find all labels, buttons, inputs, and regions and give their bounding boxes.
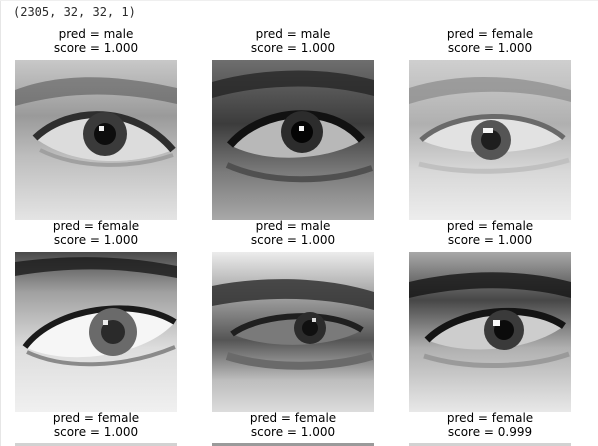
output-top-border <box>0 0 598 1</box>
prediction-label: pred = male <box>255 219 331 233</box>
output-left-border <box>0 0 1 446</box>
result-cell: pred = female score = 1.000 <box>212 411 374 439</box>
result-cell: pred = female score = 1.000 <box>15 219 177 247</box>
eye-image-cropped <box>15 443 177 446</box>
score-label: score = 1.000 <box>447 233 533 247</box>
eye-image <box>409 60 571 220</box>
score-label: score = 1.000 <box>250 425 336 439</box>
score-label: score = 1.000 <box>53 41 139 55</box>
result-cell: pred = male score = 1.000 <box>15 27 177 55</box>
score-label: score = 0.999 <box>447 425 533 439</box>
score-label: score = 1.000 <box>447 41 533 55</box>
array-shape-text: (2305, 32, 32, 1) <box>13 5 136 19</box>
eye-image-cropped <box>212 443 374 446</box>
eye-image <box>15 60 177 220</box>
result-cell: pred = male score = 1.000 <box>212 27 374 55</box>
score-label: score = 1.000 <box>250 233 336 247</box>
score-label: score = 1.000 <box>250 41 336 55</box>
result-cell: pred = female score = 1.000 <box>15 411 177 439</box>
result-cell: pred = female score = 1.000 <box>409 219 571 247</box>
prediction-label: pred = female <box>446 27 534 41</box>
prediction-label: pred = female <box>446 219 534 233</box>
score-label: score = 1.000 <box>53 233 139 247</box>
eye-image <box>409 252 571 412</box>
eye-image-cropped <box>409 443 571 446</box>
prediction-label: pred = male <box>255 27 331 41</box>
score-label: score = 1.000 <box>53 425 139 439</box>
eye-image <box>212 60 374 220</box>
prediction-label: pred = female <box>249 411 337 425</box>
eye-image <box>15 252 177 412</box>
eye-image <box>212 252 374 412</box>
prediction-label: pred = male <box>58 27 134 41</box>
result-cell: pred = female score = 1.000 <box>409 27 571 55</box>
result-cell: pred = male score = 1.000 <box>212 219 374 247</box>
result-cell: pred = female score = 0.999 <box>409 411 571 439</box>
prediction-label: pred = female <box>52 219 140 233</box>
prediction-label: pred = female <box>52 411 140 425</box>
prediction-label: pred = female <box>446 411 534 425</box>
